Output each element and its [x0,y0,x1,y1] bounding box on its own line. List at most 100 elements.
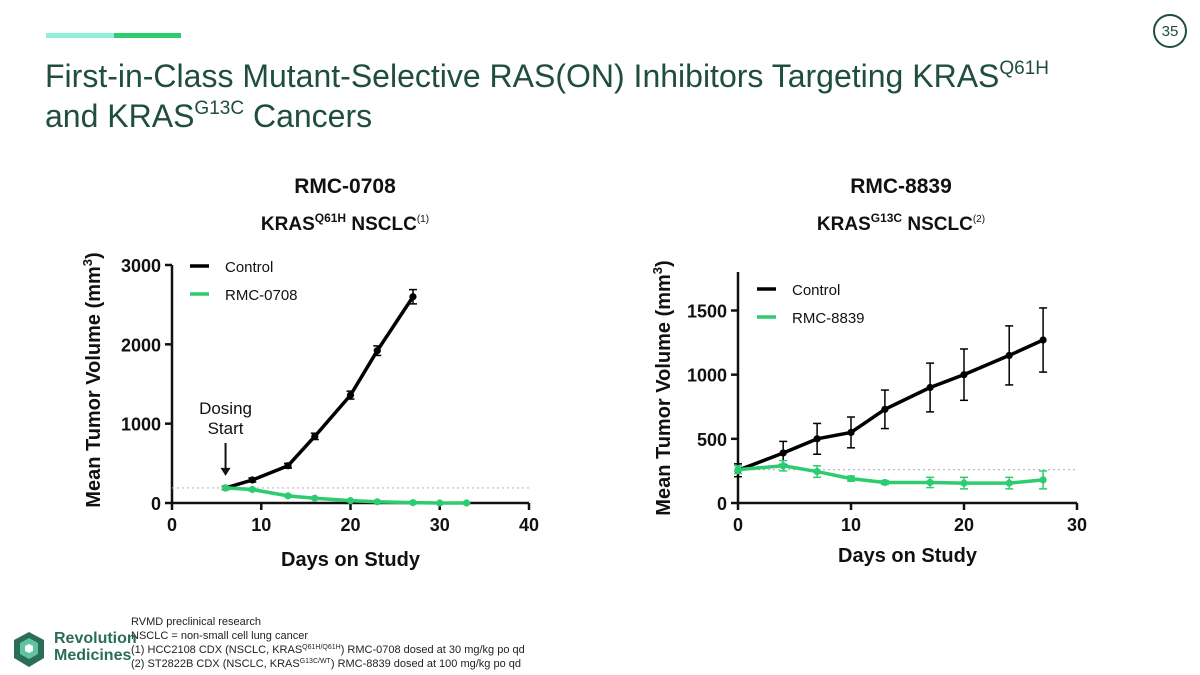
y-tick-label: 1000 [121,415,161,435]
footnote-line3-a: (1) HCC2108 CDX (NSCLC, KRAS [131,644,303,656]
series-control [221,288,417,492]
data-point [1039,476,1047,484]
footnotes: RVMD preclinical research NSCLC = non-sm… [131,615,525,671]
chart-subtitle: KRASQ61H NSCLC(1) [261,211,429,235]
footnote-line4: (2) ST2822B CDX (NSCLC, KRASG13C/WT) RMC… [131,657,525,671]
y-tick-label: 0 [717,494,727,514]
y-tick-label: 0 [151,494,161,514]
x-axis-label: Days on Study [838,545,978,567]
legend-label: Control [792,282,840,299]
x-tick-label: 20 [954,515,974,535]
data-point [960,479,968,487]
data-point [436,499,444,507]
x-tick-label: 40 [519,515,539,535]
series-control [734,307,1048,478]
data-point [462,499,471,507]
logo-mark-icon [14,632,44,667]
subtitle-gene: KRAS [817,214,871,235]
data-point [926,478,934,487]
data-point [311,432,319,440]
data-point [373,498,381,506]
annotation-arrowhead [220,467,231,476]
logo-line2: Medicines [54,647,132,664]
series-rmc-8839 [734,459,1048,490]
y-axis-label-main: Mean Tumor Volume (mm [653,274,675,516]
chart-1: RMC-0708 KRASQ61H NSCLC(1) 0 10 20 30 40 0 1000 2… [80,175,539,571]
accent-bar-light [46,33,114,38]
data-point [881,405,889,413]
title-sup2: G13C [194,98,245,119]
data-point [847,475,855,483]
y-tick-label: 1500 [687,302,727,322]
subtitle-indication: NSCLC [902,214,973,235]
data-point [847,428,855,437]
series-rmc-0708 [221,484,471,507]
x-tick-label: 30 [1067,515,1087,535]
data-point [734,466,742,474]
footnote-line3: (1) HCC2108 CDX (NSCLC, KRASQ61H/Q61H) R… [131,643,525,657]
legend-label: RMC-0708 [225,287,298,304]
x-axis-label: Days on Study [281,549,421,571]
y-axis-label: Mean Tumor Volume (mm3) [80,252,105,507]
footnote-line2: NSCLC = non-small cell lung cancer [131,630,308,642]
footnote-line4-a: (2) ST2822B CDX (NSCLC, KRAS [131,658,300,670]
annotation-line2: Start [208,419,244,438]
y-tick-label: 2000 [121,335,161,355]
data-point [881,478,889,487]
legend-label: RMC-8839 [792,310,865,327]
footnote-line4-b: ) RMC-8839 dosed at 100 mg/kg po qd [330,658,522,670]
series-line [225,486,467,505]
y-tick-label: 1000 [687,366,727,386]
data-point [346,391,355,399]
y-axis-label-sup: 3 [650,267,665,274]
accent-bar-dark [114,33,181,38]
y-axis-label-sup: 3 [80,259,95,266]
page-number: 35 [1153,14,1187,48]
subtitle-ref: (1) [417,214,429,225]
y-tick-label: 3000 [121,256,161,276]
subtitle-indication: NSCLC [346,214,417,235]
title-part3: Cancers [244,98,373,134]
subtitle-mutation: G13C [871,211,903,225]
subtitle-ref: (2) [973,214,985,225]
chart-2: RMC-8839 KRASG13C NSCLC(2) 0 10 20 30 0 500 1000… [650,175,1087,567]
page-title: First-in-Class Mutant-Selective RAS(ON) … [45,56,1145,136]
x-tick-label: 10 [251,515,271,535]
data-point [248,476,256,484]
title-sup1: Q61H [999,58,1050,79]
data-point [284,492,292,500]
chart-title: RMC-0708 [294,175,396,198]
data-point [779,449,787,457]
data-point [813,467,821,476]
y-axis-label-main: Mean Tumor Volume (mm [83,266,105,508]
company-logo: Revolution Medicines [10,630,137,670]
annotation-line1: Dosing [199,399,252,418]
logo-line1: Revolution [54,630,137,647]
data-point [960,371,968,379]
data-point [409,499,417,507]
title-part1: First-in-Class Mutant-Selective RAS(ON) … [45,58,1000,94]
data-point [284,462,292,470]
data-point [1039,336,1047,344]
data-point [248,485,256,494]
x-tick-label: 0 [733,515,743,535]
data-point [926,383,934,392]
data-point [373,347,381,355]
title-part2: and KRAS [45,98,195,134]
footnote-line3-b: ) RMC-0708 dosed at 30 mg/kg po qd [340,644,525,656]
x-tick-label: 0 [167,515,177,535]
y-tick-label: 500 [697,430,727,450]
data-point [409,293,417,301]
logo-text: Revolution Medicines [54,630,137,664]
chart-subtitle: KRASG13C NSCLC(2) [817,211,985,235]
data-point [813,435,821,443]
data-point [1005,351,1013,360]
y-axis-label: Mean Tumor Volume (mm3) [650,260,675,515]
x-tick-label: 20 [340,515,360,535]
page-number-text: 35 [1161,22,1179,40]
data-point [346,497,355,505]
y-axis-label-close: ) [653,260,675,267]
y-axis-label-close: ) [83,252,105,259]
footnote-line3-sup: Q61H/Q61H [302,644,341,651]
